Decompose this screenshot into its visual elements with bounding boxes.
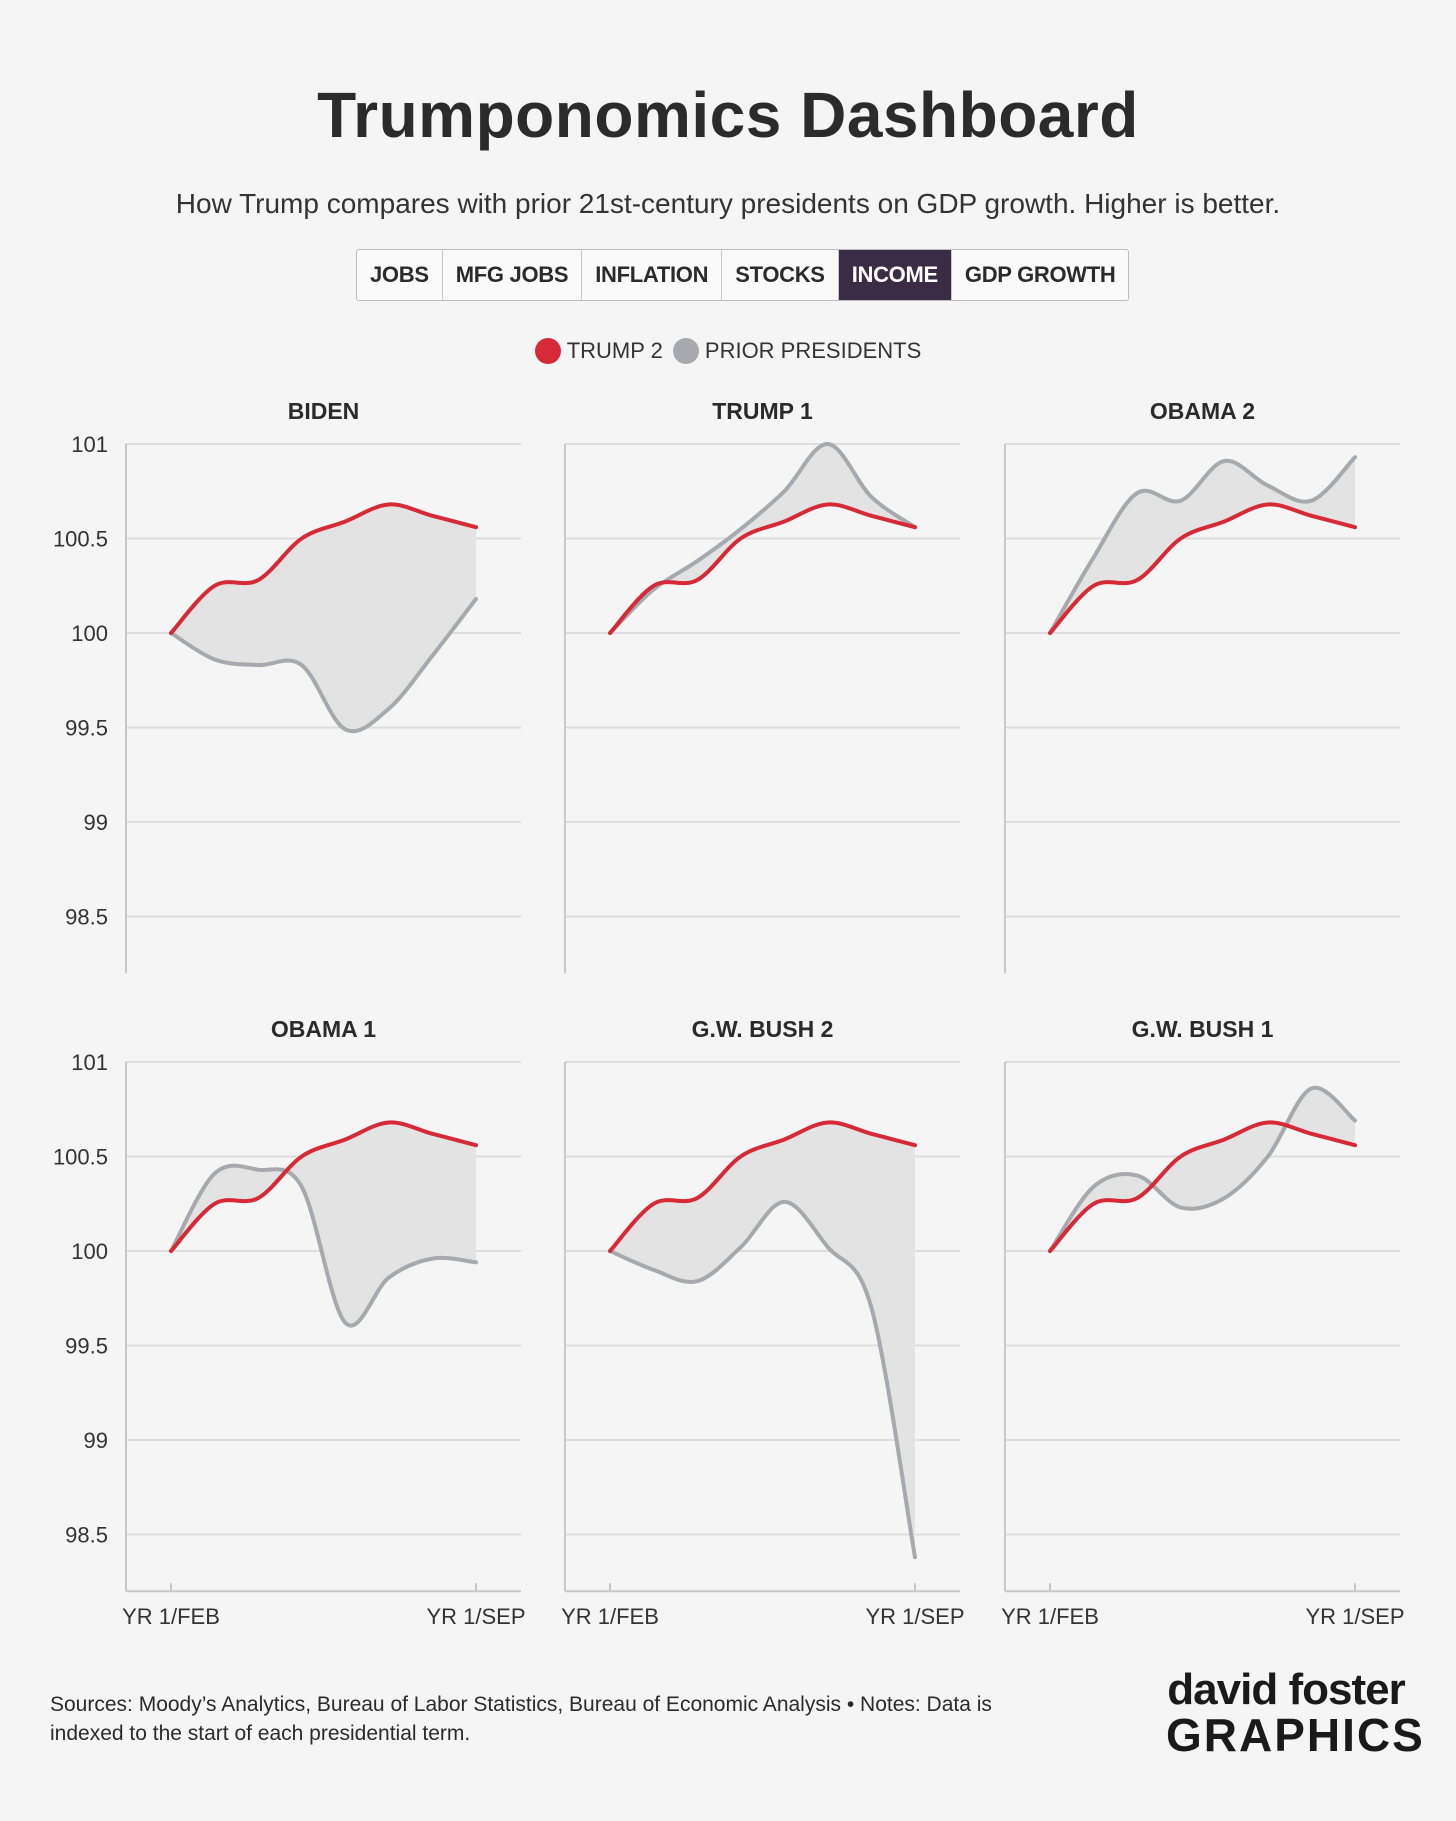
- y-tick-label: 99.5: [65, 716, 108, 741]
- tab-income[interactable]: INCOME: [838, 250, 952, 300]
- gap-band: [610, 1122, 915, 1558]
- tab-stocks[interactable]: STOCKS: [722, 250, 839, 300]
- tab-mfg-jobs[interactable]: MFG JOBS: [443, 250, 583, 300]
- chart-legend: TRUMP 2 PRIOR PRESIDENTS: [0, 338, 1456, 364]
- panel-title: G.W. BUSH 1: [1132, 1016, 1274, 1042]
- panel-biden: BIDEN 101 100.5 100 99.5 99 98.5: [53, 398, 521, 974]
- trump2-dot-icon: [534, 338, 561, 364]
- gap-band: [1050, 1087, 1355, 1251]
- tab-gdp-growth[interactable]: GDP GROWTH: [964, 262, 1116, 287]
- tab-jobs[interactable]: JOBS: [357, 250, 443, 300]
- legend-label-trump2: TRUMP 2: [566, 338, 663, 363]
- prior-dot-icon: [672, 338, 699, 364]
- trump2-line: [169, 502, 478, 635]
- y-tick-label: 101: [71, 432, 108, 457]
- prior-president-line: [169, 1163, 478, 1328]
- gap-band: [171, 504, 476, 732]
- x-tick-last-label: YR 1/SEP: [865, 1604, 964, 1629]
- logo-text-top: david foster: [1167, 1665, 1405, 1714]
- panel-obama-2: OBAMA 2: [1004, 398, 1400, 974]
- legend-item-prior: PRIOR PRESIDENTS: [672, 338, 922, 364]
- x-tick-first-label: YR 1/FEB: [561, 1604, 659, 1629]
- x-tick-last-label: YR 1/SEP: [1305, 1604, 1404, 1629]
- trump2-line: [1048, 1120, 1357, 1253]
- panel-obama-1: OBAMA 1 101 100.5 100 99.5 99 98.5 YR 1/FEB YR 1…: [53, 1016, 526, 1629]
- x-tick-first-label: YR 1/FEB: [1001, 1604, 1099, 1629]
- y-tick-label: 100.5: [53, 527, 108, 552]
- gap-band: [610, 443, 915, 633]
- panel-trump-1: TRUMP 1: [564, 398, 960, 974]
- y-tick-label: 100: [71, 1239, 108, 1264]
- legend-item-trump2: TRUMP 2: [534, 338, 663, 364]
- x-tick-first-label: YR 1/FEB: [122, 1604, 220, 1629]
- trump2-line: [608, 502, 917, 635]
- logo-text-bottom: GRAPHICS: [1166, 1709, 1425, 1761]
- prior-president-line: [169, 597, 478, 734]
- y-tick-label: 99: [84, 810, 108, 835]
- panel-title: BIDEN: [288, 398, 360, 424]
- trump2-line: [169, 1120, 478, 1253]
- y-tick-label: 99: [84, 1428, 108, 1453]
- prior-president-line: [1048, 455, 1357, 635]
- y-tick-label: 98.5: [65, 905, 108, 930]
- panel-title: G.W. BUSH 2: [692, 1016, 834, 1042]
- page-title: Trumponomics Dashboard: [317, 79, 1139, 151]
- gap-band: [171, 1122, 476, 1326]
- y-tick-label: 98.5: [65, 1523, 108, 1548]
- y-tick-label: 100: [71, 621, 108, 646]
- brand-logo: david foster GRAPHICS: [1166, 1665, 1425, 1761]
- panel-g-w-bush-1: G.W. BUSH 1 YR 1/FEB YR 1/SEP: [1001, 1016, 1404, 1629]
- source-note: Sources: Moody’s Analytics, Bureau of La…: [50, 1693, 992, 1745]
- panel-title: OBAMA 2: [1150, 398, 1255, 424]
- y-tick-label: 100.5: [53, 1145, 108, 1170]
- prior-president-line: [1048, 1085, 1357, 1253]
- tab-inflation[interactable]: INFLATION: [582, 250, 723, 300]
- trump2-line: [608, 1120, 917, 1253]
- x-tick-last-label: YR 1/SEP: [426, 1604, 525, 1629]
- legend-label-prior: PRIOR PRESIDENTS: [704, 338, 922, 363]
- y-tick-label: 99.5: [65, 1334, 108, 1359]
- prior-president-line: [608, 1199, 917, 1560]
- panel-title: OBAMA 1: [271, 1016, 376, 1042]
- metric-tabs: JOBS MFG JOBS INFLATION STOCKS INCOME GD…: [356, 249, 1130, 301]
- panel-g-w-bush-2: G.W. BUSH 2 YR 1/FEB YR 1/SEP: [561, 1016, 964, 1629]
- trump2-line: [1048, 502, 1357, 635]
- gap-band: [1050, 457, 1355, 633]
- page-subtitle: How Trump compares with prior 21st-centu…: [175, 188, 1281, 219]
- y-tick-label: 101: [71, 1050, 108, 1075]
- panel-title: TRUMP 1: [712, 398, 813, 424]
